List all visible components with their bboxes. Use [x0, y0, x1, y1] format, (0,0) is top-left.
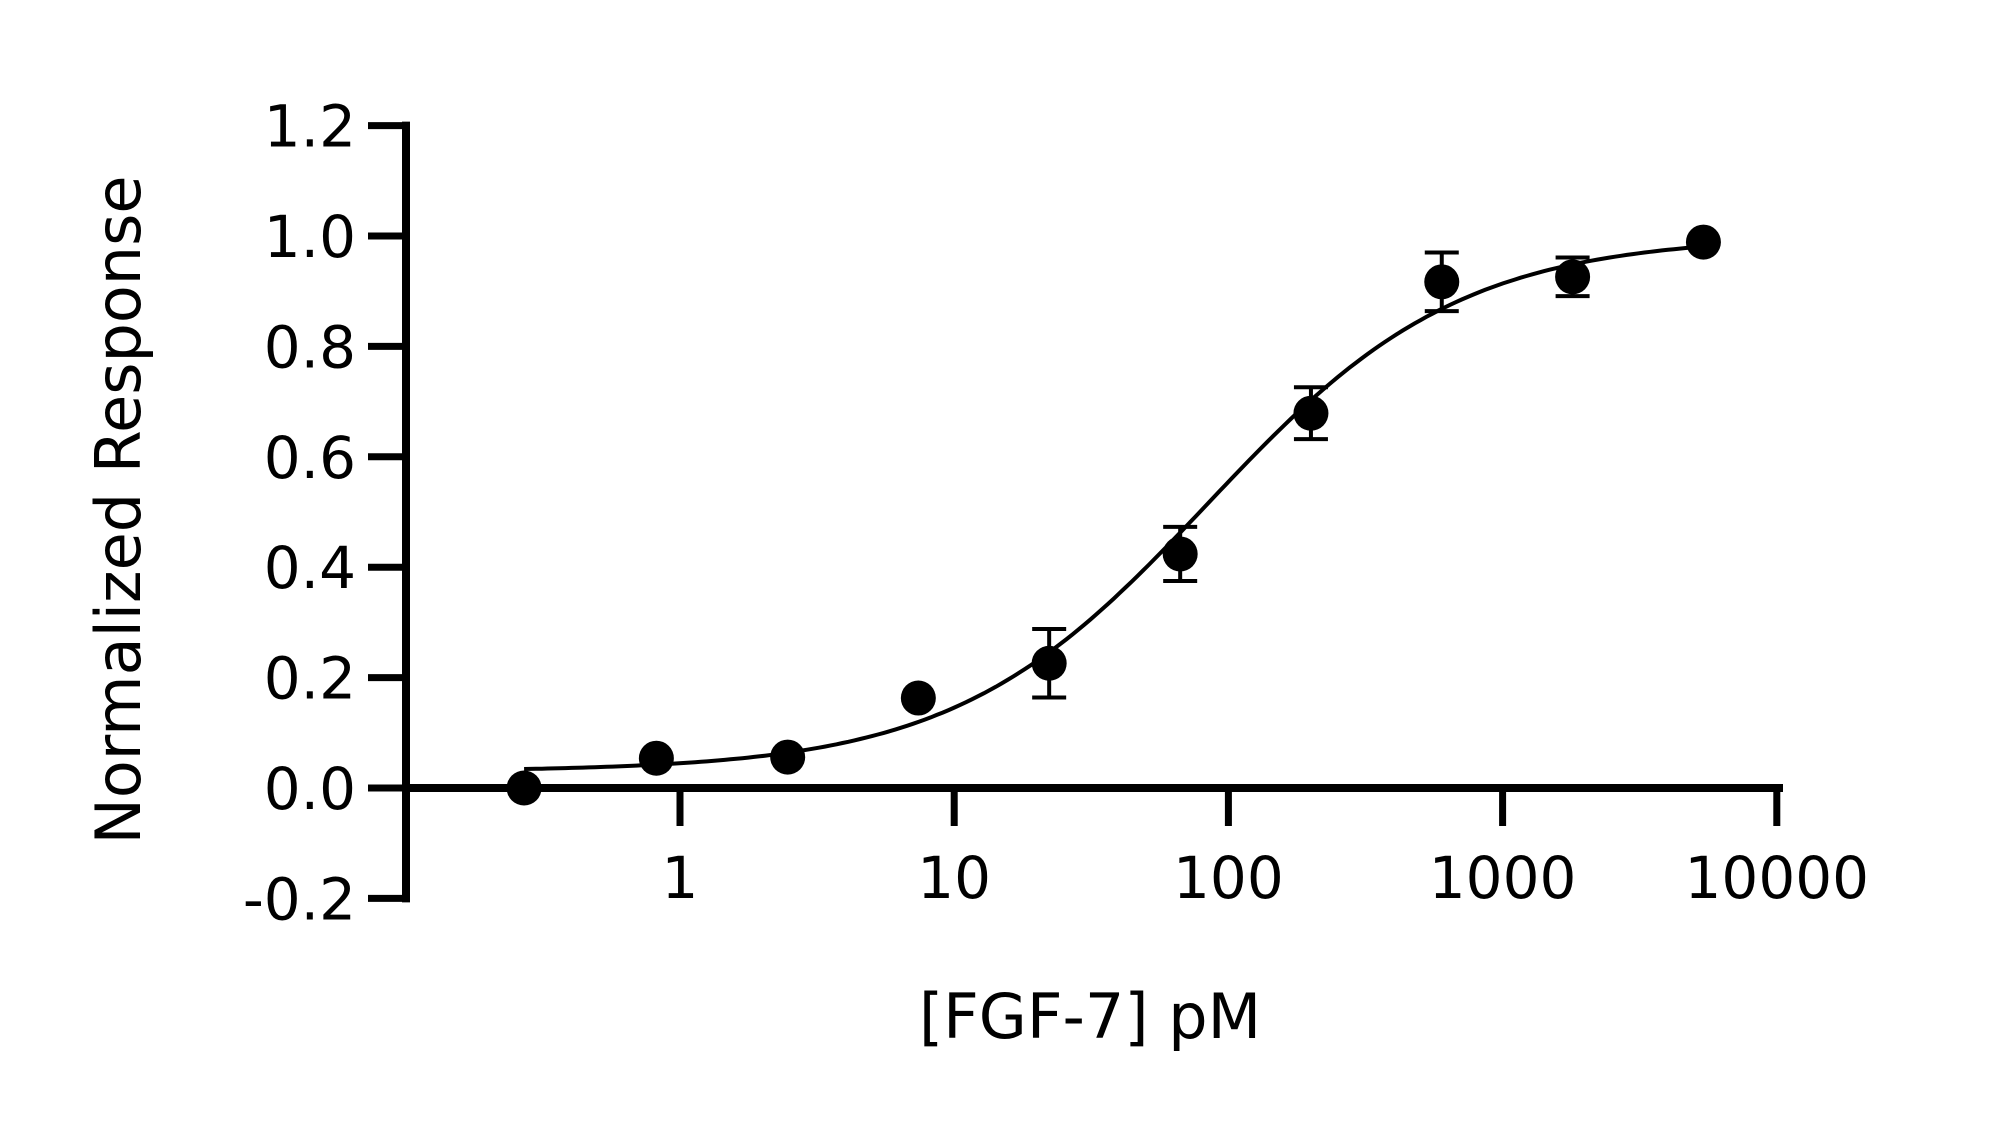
- x-axis: 1 10 100 1000 10000: [406, 784, 1870, 912]
- data-point: [1555, 259, 1591, 295]
- y-tick-label: 0.4: [264, 534, 356, 602]
- data-point: [506, 770, 542, 806]
- data-point: [900, 680, 936, 716]
- y-tick-label: 1.2: [264, 93, 356, 161]
- y-tick-label: 1.0: [264, 203, 356, 271]
- y-axis-title: Normalized Response: [82, 175, 155, 844]
- y-tick-label: 0.8: [264, 313, 356, 381]
- y-tick-label: 0.6: [264, 424, 356, 492]
- x-tick-label: 10000: [1685, 844, 1870, 912]
- error-bars: [1032, 250, 1590, 700]
- fit-curve: [524, 244, 1704, 771]
- data-point: [770, 739, 806, 775]
- y-tick-label: 0.2: [264, 645, 356, 713]
- y-tick-label: -0.2: [243, 865, 356, 933]
- y-tick-label: 0.0: [264, 755, 356, 823]
- data-point: [1424, 264, 1460, 300]
- data-point: [1162, 536, 1198, 572]
- x-tick-label: 1: [662, 844, 699, 912]
- x-tick-label: 10: [917, 844, 991, 912]
- data-point: [1293, 395, 1329, 431]
- x-tick-label: 100: [1173, 844, 1284, 912]
- fit-curve-path: [524, 244, 1704, 771]
- data-points: [506, 224, 1721, 806]
- x-axis-title: [FGF-7] pM: [919, 980, 1261, 1053]
- data-point: [1031, 645, 1067, 681]
- data-point: [638, 740, 674, 776]
- x-tick-label: 1000: [1429, 844, 1577, 912]
- y-axis: -0.2 0.0 0.2 0.4 0.6 0.8 1.0 1.2: [243, 93, 410, 933]
- data-point: [1685, 224, 1721, 260]
